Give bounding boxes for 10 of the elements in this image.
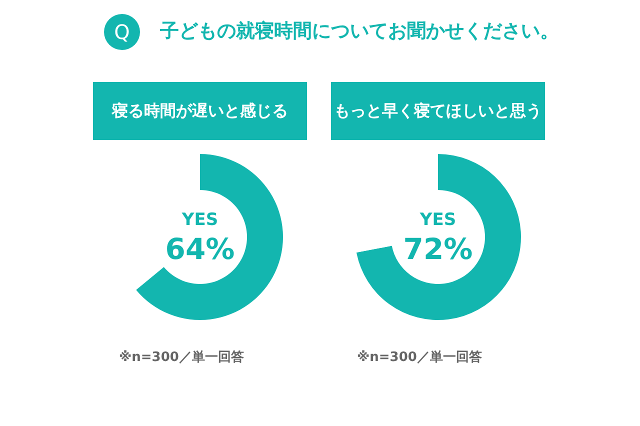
text: 子どもの就寝時間についてお聞かせください。 [160,19,559,44]
slice-label: YES [180,210,218,230]
slice-label: YES [418,210,456,230]
circle-badge: Q [104,14,140,50]
data-label: 72% [403,232,473,266]
text: ※n=300／単一回答 [119,349,244,366]
chart-title: 寝る時間が遅いと感じる [93,82,307,140]
chart-title: もっと早く寝てほしいと思う [331,82,545,140]
text: ※n=300／単一回答 [357,349,482,366]
data-label: 64% [165,232,235,266]
